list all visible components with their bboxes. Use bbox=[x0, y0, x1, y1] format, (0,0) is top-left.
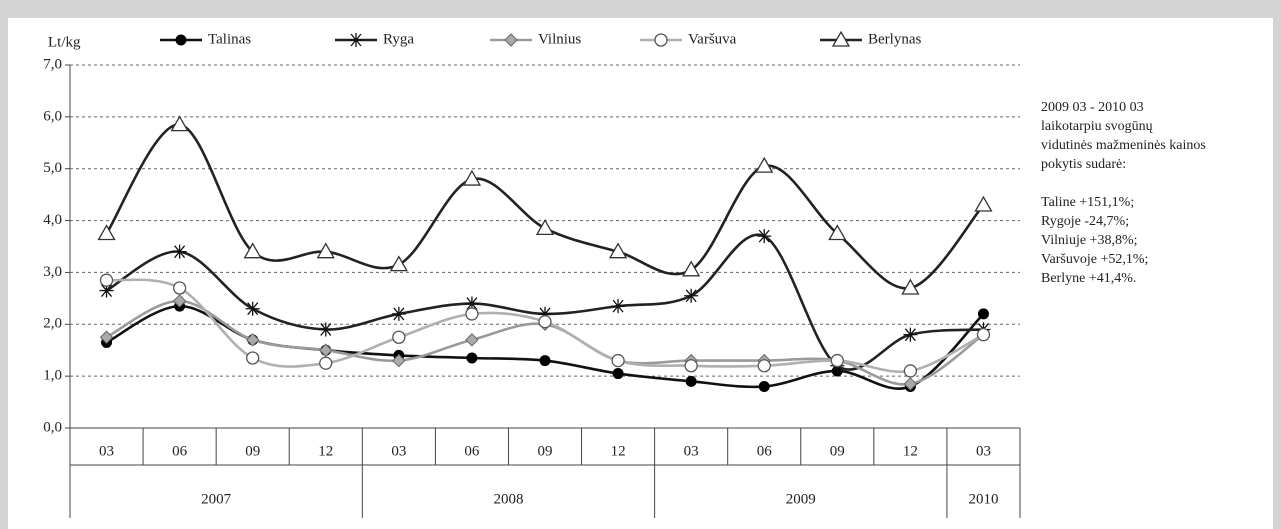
data-point bbox=[389, 255, 408, 272]
data-point bbox=[462, 169, 482, 186]
data-point bbox=[245, 301, 260, 316]
data-point bbox=[243, 242, 262, 259]
y-tick-label: 7,0 bbox=[43, 56, 62, 72]
annotation-line: Rygoje -24,7%; bbox=[1041, 214, 1129, 229]
data-point bbox=[539, 355, 551, 367]
y-tick-label: 6,0 bbox=[43, 108, 62, 124]
data-point bbox=[611, 353, 625, 368]
data-point bbox=[903, 377, 918, 391]
legend-label: Vilnius bbox=[538, 31, 581, 47]
data-point bbox=[757, 359, 771, 373]
x-group-label: 2008 bbox=[493, 491, 523, 507]
data-point bbox=[464, 296, 479, 311]
legend-label: Ryga bbox=[383, 31, 414, 47]
x-tick-label: 09 bbox=[830, 443, 845, 459]
y-tick-label: 0,0 bbox=[43, 419, 62, 435]
data-point bbox=[901, 278, 920, 295]
data-point bbox=[755, 156, 774, 173]
annotation-line: laikotarpiu svogūnų bbox=[1041, 119, 1153, 134]
data-point bbox=[466, 352, 478, 364]
annotation-line: vidutinės mažmeninės kainos bbox=[1041, 138, 1206, 153]
y-tick-label: 3,0 bbox=[43, 264, 62, 280]
annotation-line: Berlyne +41,4%. bbox=[1041, 271, 1136, 286]
data-point bbox=[608, 242, 628, 259]
annotation-line: pokytis sudarė: bbox=[1041, 157, 1126, 172]
x-tick-label: 12 bbox=[903, 443, 918, 459]
x-tick-label: 03 bbox=[684, 443, 699, 459]
x-tick-label: 06 bbox=[464, 443, 480, 459]
data-point bbox=[684, 359, 698, 373]
y-tick-label: 5,0 bbox=[43, 160, 62, 176]
data-point bbox=[319, 343, 333, 357]
legend-marker bbox=[504, 33, 518, 47]
data-point bbox=[172, 294, 187, 308]
data-point bbox=[318, 322, 333, 337]
data-point bbox=[611, 299, 626, 314]
data-point bbox=[319, 356, 333, 370]
legend-label: Berlynas bbox=[868, 31, 921, 47]
data-point bbox=[538, 315, 552, 329]
data-point bbox=[903, 327, 918, 342]
data-point bbox=[977, 308, 989, 320]
data-point bbox=[99, 330, 114, 344]
y-tick-label: 1,0 bbox=[43, 368, 62, 384]
data-point bbox=[903, 364, 918, 378]
data-point bbox=[170, 115, 189, 132]
legend-label: Talinas bbox=[208, 31, 251, 47]
x-tick-label: 12 bbox=[611, 443, 626, 459]
legend-marker bbox=[175, 34, 187, 46]
data-point bbox=[245, 333, 260, 347]
data-point bbox=[392, 353, 406, 368]
x-tick-label: 03 bbox=[976, 443, 991, 459]
x-tick-label: 12 bbox=[318, 443, 333, 459]
data-point bbox=[685, 375, 697, 387]
data-point bbox=[465, 307, 479, 321]
x-tick-label: 06 bbox=[757, 443, 773, 459]
data-point bbox=[976, 328, 991, 342]
data-point bbox=[465, 333, 479, 347]
data-point bbox=[99, 283, 114, 298]
data-point bbox=[682, 260, 701, 277]
data-point bbox=[99, 273, 114, 287]
data-point bbox=[538, 306, 552, 321]
legend-label: Varšuva bbox=[688, 31, 737, 47]
annotation-line: Vilniuje +38,8%; bbox=[1041, 233, 1138, 248]
x-group-label: 2007 bbox=[201, 491, 232, 507]
legend-marker bbox=[349, 33, 363, 47]
data-point bbox=[758, 381, 770, 393]
data-point bbox=[392, 330, 406, 344]
chart-background bbox=[8, 18, 1273, 529]
x-group-label: 2010 bbox=[968, 491, 998, 507]
data-point bbox=[535, 219, 555, 235]
x-tick-label: 09 bbox=[538, 443, 553, 459]
data-point bbox=[684, 288, 699, 303]
data-point bbox=[391, 306, 406, 321]
y-tick-label: 4,0 bbox=[43, 212, 62, 228]
y-tick-label: 2,0 bbox=[43, 316, 62, 332]
data-point bbox=[172, 281, 187, 295]
data-point bbox=[246, 351, 260, 365]
x-group-label: 2009 bbox=[786, 491, 816, 507]
annotation-line: 2009 03 - 2010 03 bbox=[1041, 100, 1144, 115]
data-point bbox=[316, 242, 335, 259]
x-tick-label: 09 bbox=[245, 443, 260, 459]
data-point bbox=[172, 244, 187, 259]
x-tick-label: 03 bbox=[99, 443, 114, 459]
data-point bbox=[612, 368, 624, 380]
data-point bbox=[757, 229, 772, 244]
x-tick-label: 03 bbox=[391, 443, 406, 459]
x-tick-label: 06 bbox=[172, 443, 188, 459]
data-point bbox=[97, 224, 116, 241]
data-point bbox=[974, 195, 993, 212]
y-axis-label: Lt/kg bbox=[48, 34, 81, 50]
annotation-line: Taline +151,1%; bbox=[1041, 195, 1134, 210]
legend-marker bbox=[831, 30, 851, 47]
data-point bbox=[830, 353, 844, 368]
annotation-line: Varšuvoje +52,1%; bbox=[1041, 252, 1148, 267]
data-point bbox=[828, 224, 847, 241]
legend-marker bbox=[654, 33, 668, 47]
